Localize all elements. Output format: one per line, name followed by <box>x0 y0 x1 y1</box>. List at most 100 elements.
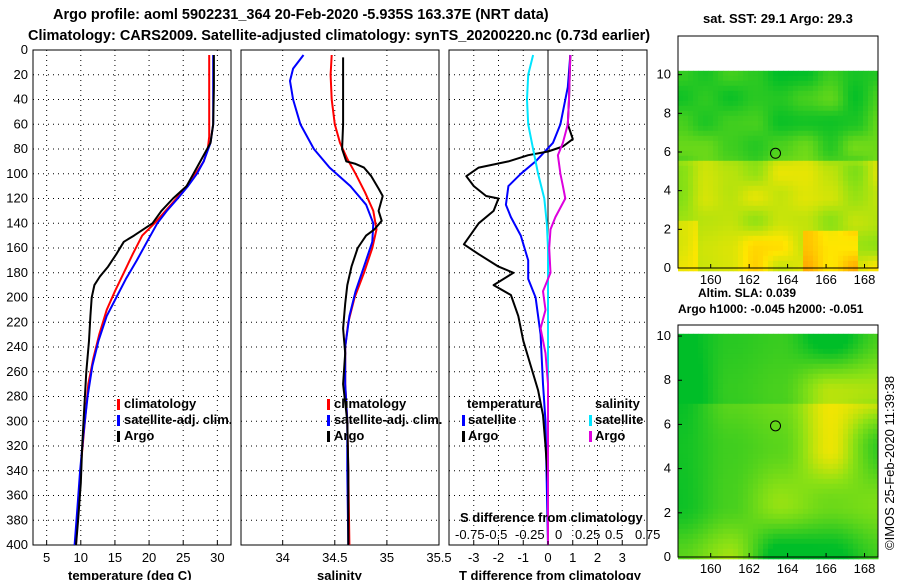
heatmap-cell <box>708 245 714 252</box>
heatmap-cell <box>778 463 784 470</box>
heatmap-cell <box>733 363 739 370</box>
heatmap-cell <box>793 433 799 440</box>
heatmap-cell <box>868 548 874 555</box>
heatmap-cell <box>833 260 839 267</box>
heatmap-cell <box>688 333 694 340</box>
heatmap-cell <box>688 260 694 267</box>
heatmap-cell <box>748 170 754 177</box>
heatmap-cell <box>843 265 849 272</box>
heatmap-cell <box>693 513 699 520</box>
heatmap-cell <box>838 438 844 445</box>
heatmap-cell <box>743 75 749 82</box>
heatmap-cell <box>678 95 684 102</box>
heatmap-cell <box>788 265 794 272</box>
heatmap-cell <box>828 180 834 187</box>
heatmap-cell <box>813 388 819 395</box>
heatmap-cell <box>683 200 689 207</box>
heatmap-cell <box>818 120 824 127</box>
heatmap-cell <box>763 155 769 162</box>
heatmap-cell <box>713 105 719 112</box>
heatmap-cell <box>713 70 719 77</box>
heatmap-cell <box>848 265 854 272</box>
heatmap-cell <box>798 488 804 495</box>
heatmap-cell <box>753 235 759 242</box>
heatmap-cell <box>713 453 719 460</box>
heatmap-cell <box>818 363 824 370</box>
heatmap-cell <box>843 353 849 360</box>
heatmap-cell <box>693 478 699 485</box>
heatmap-cell <box>728 90 734 97</box>
heatmap-cell <box>713 368 719 375</box>
heatmap-cell <box>798 115 804 122</box>
heatmap-cell <box>818 80 824 87</box>
heatmap-cell <box>773 403 779 410</box>
heatmap-cell <box>733 180 739 187</box>
heatmap-cell <box>683 343 689 350</box>
heatmap-cell <box>833 225 839 232</box>
heatmap-cell <box>683 393 689 400</box>
heatmap-cell <box>873 145 879 152</box>
heatmap-cell <box>853 130 859 137</box>
heatmap-cell <box>753 115 759 122</box>
heatmap-cell <box>833 190 839 197</box>
heatmap-cell <box>758 453 764 460</box>
heatmap-cell <box>838 538 844 545</box>
heatmap-cell <box>678 85 684 92</box>
heatmap-cell <box>683 235 689 242</box>
heatmap-cell <box>738 110 744 117</box>
heatmap-cell <box>818 523 824 530</box>
heatmap-cell <box>808 503 814 510</box>
heatmap-cell <box>698 220 704 227</box>
heatmap-cell <box>778 398 784 405</box>
heatmap-cell <box>788 180 794 187</box>
heatmap-cell <box>783 235 789 242</box>
heatmap-cell <box>748 195 754 202</box>
heatmap-cell <box>803 528 809 535</box>
heatmap-cell <box>833 240 839 247</box>
heatmap-cell <box>723 413 729 420</box>
heatmap-cell <box>793 80 799 87</box>
heatmap-cell <box>768 200 774 207</box>
heatmap-cell <box>773 488 779 495</box>
heatmap-cell <box>788 250 794 257</box>
heatmap-cell <box>793 338 799 345</box>
heatmap-cell <box>793 95 799 102</box>
heatmap-cell <box>753 498 759 505</box>
heatmap-cell <box>733 175 739 182</box>
heatmap-cell <box>868 423 874 430</box>
heatmap-cell <box>683 378 689 385</box>
heatmap-cell <box>728 185 734 192</box>
heatmap-cell <box>718 120 724 127</box>
heatmap-cell <box>688 368 694 375</box>
heatmap-cell <box>733 378 739 385</box>
heatmap-cell <box>693 378 699 385</box>
heatmap-cell <box>723 80 729 87</box>
heatmap-cell <box>858 393 864 400</box>
heatmap-cell <box>753 160 759 167</box>
s-diff-tick-label: 0.5 <box>605 527 623 542</box>
heatmap-cell <box>703 513 709 520</box>
heatmap-cell <box>833 165 839 172</box>
heatmap-cell <box>818 90 824 97</box>
heatmap-cell <box>713 250 719 257</box>
heatmap-cell <box>713 80 719 87</box>
heatmap-cell <box>853 220 859 227</box>
heatmap-cell <box>683 388 689 395</box>
heatmap-cell <box>818 448 824 455</box>
heatmap-cell <box>798 378 804 385</box>
heatmap-cell <box>738 140 744 147</box>
heatmap-cell <box>678 348 684 355</box>
heatmap-cell <box>778 155 784 162</box>
heatmap-cell <box>858 378 864 385</box>
heatmap-cell <box>828 240 834 247</box>
heatmap-cell <box>688 393 694 400</box>
heatmap-cell <box>853 353 859 360</box>
heatmap-cell <box>728 220 734 227</box>
heatmap-cell <box>693 120 699 127</box>
heatmap-cell <box>713 220 719 227</box>
heatmap-cell <box>758 100 764 107</box>
heatmap-cell <box>783 538 789 545</box>
heatmap-cell <box>678 265 684 272</box>
heatmap-cell <box>773 408 779 415</box>
legend-climatology: climatology <box>334 396 407 411</box>
